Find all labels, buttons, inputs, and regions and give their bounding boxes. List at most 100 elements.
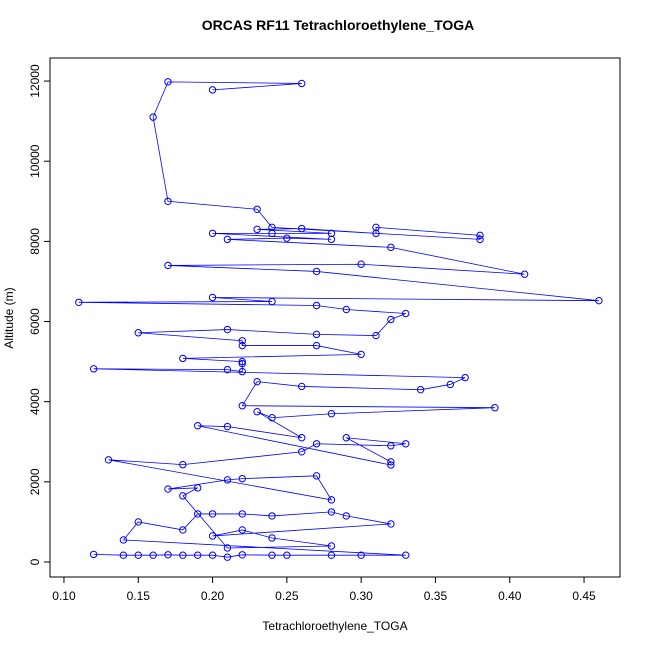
data-point — [268, 414, 276, 422]
data-point — [208, 293, 217, 302]
data-point — [268, 534, 276, 542]
data-point — [298, 434, 306, 442]
data-point — [164, 551, 172, 559]
data-point — [298, 448, 306, 456]
data-point — [223, 422, 232, 431]
data-point — [342, 512, 350, 520]
chart-title: ORCAS RF11 Tetrachloroethylene_TOGA — [202, 17, 475, 33]
data-point — [327, 410, 336, 418]
data-point — [387, 461, 395, 469]
x-axis-label: Tetrachloroethylene_TOGA — [262, 619, 407, 633]
data-point — [223, 544, 232, 552]
x-tick-label: 0.10 — [52, 589, 76, 603]
y-tick-label: 4000 — [28, 388, 42, 415]
data-point — [208, 86, 217, 94]
data-point — [387, 315, 395, 324]
plot-box — [49, 57, 621, 578]
data-point — [164, 485, 172, 493]
data-point — [134, 329, 142, 337]
data-point — [595, 296, 603, 305]
data-point — [402, 551, 410, 559]
data-point — [164, 261, 172, 270]
data-point — [179, 551, 187, 559]
data-point — [327, 229, 336, 238]
series-line — [78, 81, 599, 558]
x-tick-label: 0.20 — [201, 589, 225, 603]
data-point — [134, 551, 142, 559]
data-point — [476, 235, 484, 244]
data-point — [223, 325, 232, 334]
data-point — [402, 440, 410, 448]
data-point — [164, 197, 172, 205]
x-tick-label: 0.30 — [349, 589, 373, 603]
data-point — [312, 341, 321, 350]
data-point — [327, 551, 336, 559]
data-point — [476, 231, 484, 240]
data-point — [223, 476, 232, 484]
data-point — [89, 365, 98, 373]
data-point — [253, 408, 261, 416]
x-tick-label: 0.15 — [127, 589, 151, 603]
data-point — [298, 382, 306, 391]
y-tick-label: 2000 — [28, 468, 42, 495]
data-point — [238, 474, 246, 483]
data-point — [223, 553, 232, 561]
data-point — [253, 377, 261, 386]
data-point — [446, 380, 455, 389]
data-point — [208, 510, 217, 518]
data-point — [75, 298, 83, 306]
y-tick-label: 0 — [28, 558, 42, 565]
y-tick-label: 8000 — [28, 228, 42, 255]
data-point — [238, 367, 246, 376]
data-point — [253, 225, 261, 234]
data-point — [164, 78, 172, 86]
data-point — [238, 337, 246, 345]
data-point — [342, 305, 350, 314]
y-tick-label: 12000 — [28, 64, 42, 98]
data-point — [312, 301, 321, 310]
data-point — [312, 330, 321, 339]
data-point — [208, 551, 217, 559]
data-point — [357, 260, 365, 268]
data-point — [238, 551, 246, 559]
data-point — [387, 520, 395, 528]
data-point — [194, 422, 202, 430]
data-point — [253, 205, 261, 214]
data-point — [238, 357, 246, 366]
data-point — [194, 484, 202, 492]
x-tick-label: 0.25 — [275, 589, 299, 603]
data-point — [312, 472, 321, 480]
data-point — [520, 270, 529, 278]
data-point — [416, 385, 425, 394]
data-point — [238, 510, 246, 518]
data-point — [268, 297, 276, 306]
data-point — [312, 440, 321, 448]
data-point — [119, 551, 128, 559]
data-point — [179, 460, 187, 469]
data-point — [327, 496, 336, 504]
x-tick-label: 0.35 — [424, 589, 448, 603]
y-tick-label: 10000 — [28, 144, 42, 178]
data-point — [238, 341, 246, 350]
x-tick-label: 0.45 — [572, 589, 596, 603]
data-point — [149, 113, 157, 121]
data-point — [149, 551, 157, 559]
data-point — [357, 350, 365, 359]
data-point — [179, 492, 187, 500]
data-point — [119, 536, 128, 544]
data-point — [208, 229, 217, 238]
data-point — [357, 551, 365, 559]
data-point — [298, 224, 306, 233]
data-point — [268, 512, 276, 520]
data-point — [387, 243, 395, 252]
data-point — [104, 456, 113, 464]
data-point — [268, 223, 276, 232]
data-point — [194, 551, 202, 559]
data-point — [223, 365, 232, 374]
data-point — [312, 267, 321, 276]
data-point — [387, 458, 395, 466]
y-axis-label: Altitude (m) — [2, 287, 16, 348]
data-point — [134, 518, 142, 526]
